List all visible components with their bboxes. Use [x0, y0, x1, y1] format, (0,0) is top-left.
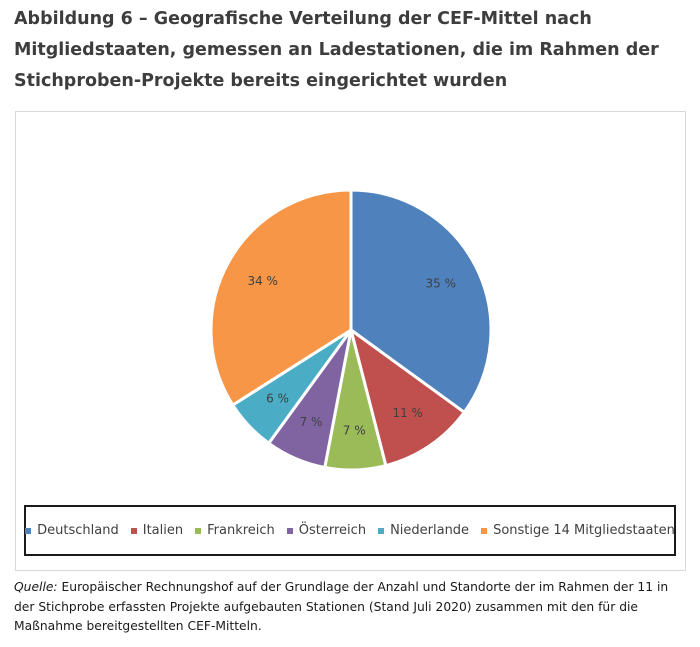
source-note: Quelle: Europäischer Rechnungshof auf de…	[14, 578, 686, 637]
legend-label-1: Italien	[142, 523, 184, 538]
legend-swatch-0	[25, 527, 32, 534]
legend-swatch-1	[130, 527, 137, 534]
pie-slice-5	[209, 188, 353, 407]
legend-item-2: Frankreich	[195, 523, 275, 538]
legend-swatch-4	[378, 527, 385, 534]
legend-swatch-3	[286, 527, 293, 534]
legend-label-0: Deutschland	[37, 523, 119, 538]
pie-label-5: 34 %	[247, 274, 278, 288]
legend-label-5: Sonstige 14 Mitgliedstaaten	[493, 523, 675, 538]
legend-item-1: Italien	[130, 523, 184, 538]
legend-item-4: Niederlande	[378, 523, 469, 538]
legend-item-0: Deutschland	[25, 523, 119, 538]
pie-label-2: 7 %	[343, 423, 366, 437]
legend-label-4: Niederlande	[390, 523, 470, 538]
legend-label-3: Österreich	[298, 523, 367, 538]
pie-label-4: 6 %	[266, 392, 289, 406]
legend-swatch-2	[195, 527, 202, 534]
pie-label-3: 7 %	[300, 415, 323, 429]
figure-title: Abbildung 6 – Geografische Verteilung de…	[14, 9, 659, 91]
pie-label-1: 11 %	[392, 406, 423, 420]
source-label: Quelle:	[14, 580, 58, 594]
legend-item-3: Österreich	[286, 523, 367, 538]
pie-slice-0	[349, 188, 493, 414]
pie-slice-1	[349, 328, 466, 468]
pie-chart: 35 % 11 % 7 % 7 % 6 % 34 %	[209, 188, 493, 472]
legend-label-2: Frankreich	[207, 523, 275, 538]
chart-legend: Deutschland Italien Frankreich Österreich Ni…	[24, 505, 676, 556]
legend-swatch-5	[481, 527, 488, 534]
source-text: Europäischer Rechnungshof auf der Grundl…	[14, 580, 669, 633]
legend-item-5: Sonstige 14 Mitgliedstaaten	[481, 523, 675, 538]
chart-area: 35 % 11 % 7 % 7 % 6 % 34 % Deutschland Italien…	[15, 111, 686, 571]
pie-label-0: 35 %	[426, 277, 457, 291]
